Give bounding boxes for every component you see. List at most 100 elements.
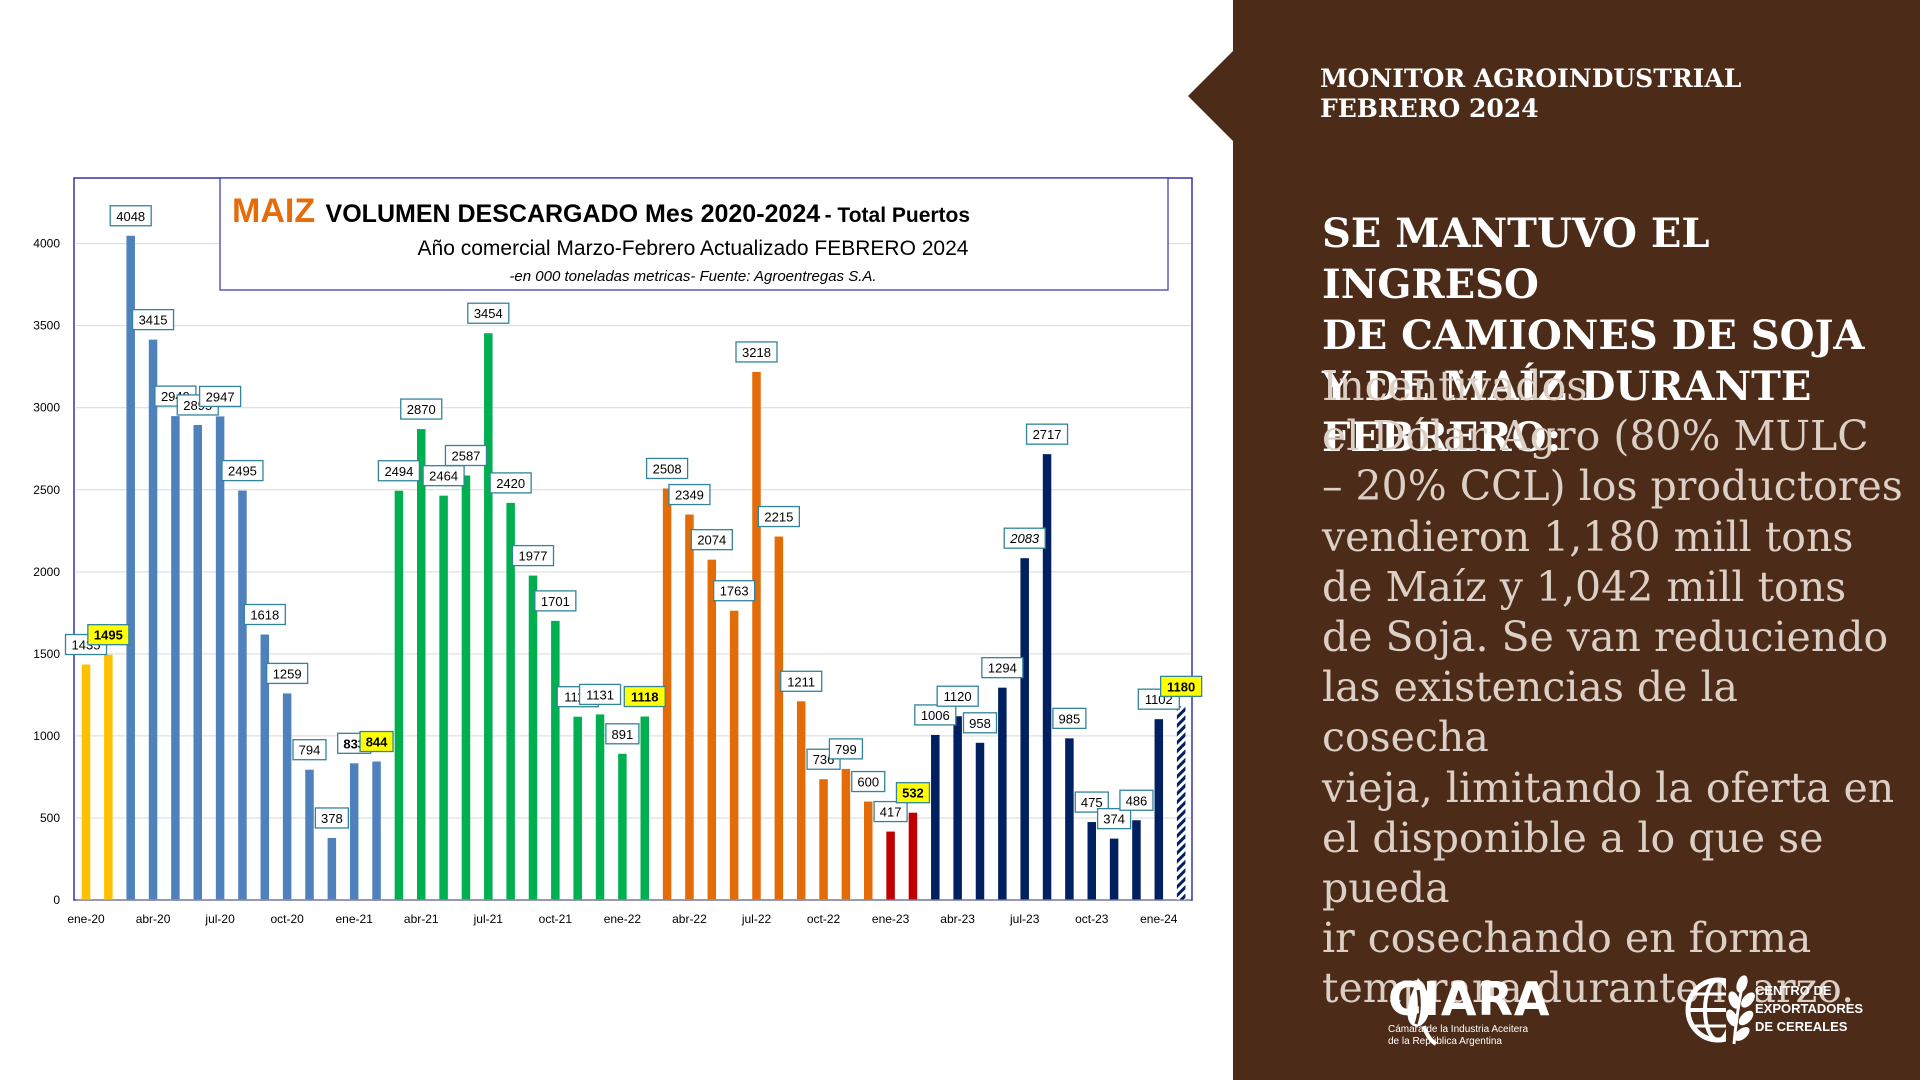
x-tick-label: ene-22 [604, 912, 642, 926]
data-label-box [690, 529, 733, 551]
data-label-box [1025, 423, 1069, 445]
data-label-box [668, 483, 711, 506]
body-text: Incentivados el Dólar Agro (80% MULC – 2… [1322, 362, 1903, 1013]
bar [394, 490, 404, 900]
data-label-box [265, 662, 309, 685]
data-label-box [645, 457, 689, 480]
bar [171, 416, 180, 900]
data-label: 2420 [496, 476, 525, 491]
data-label-box [198, 385, 242, 408]
chart-note: -en 000 toneladas metricas- Fuente: Agro… [509, 268, 876, 285]
bar [864, 801, 873, 900]
data-label: 2494 [384, 464, 413, 479]
data-label-box [757, 505, 800, 528]
data-label-box [780, 670, 823, 692]
data-label-box [87, 624, 130, 646]
data-label-box [1096, 807, 1132, 830]
bar [685, 514, 694, 900]
data-label-box [895, 782, 931, 804]
data-label-box [467, 302, 510, 324]
data-label: 2587 [451, 448, 480, 463]
x-tick-label: oct-22 [807, 912, 841, 926]
y-tick-label: 1500 [33, 647, 60, 661]
bar [931, 734, 940, 900]
chart-title: MAIZ VOLUMEN DESCARGADO Mes 2020-2024 - … [232, 192, 970, 230]
data-label: 1006 [921, 708, 950, 723]
x-tick-label: ene-21 [336, 912, 374, 926]
monitor-header: MONITOR AGROINDUSTRIAL FEBRERO 2024 [1320, 64, 1741, 124]
x-tick-label: jul-20 [204, 912, 235, 926]
data-label: 2495 [228, 464, 257, 479]
y-tick-label: 0 [53, 893, 60, 907]
data-label: 2464 [429, 469, 458, 484]
data-label: 1495 [94, 628, 123, 643]
bar [215, 416, 225, 900]
data-label-box [873, 800, 908, 823]
bar [998, 687, 1007, 900]
bar [595, 714, 605, 900]
bars [81, 235, 1186, 901]
bar [841, 768, 851, 900]
data-label: 1131 [586, 687, 614, 702]
bar [752, 371, 761, 900]
bar [1020, 558, 1029, 900]
data-label: 600 [857, 775, 879, 790]
monitor-title: MONITOR AGROINDUSTRIAL [1320, 64, 1742, 93]
data-label-box [400, 398, 443, 420]
data-label-box [489, 472, 532, 494]
x-tick-label: abr-23 [940, 912, 975, 926]
data-label: 2349 [675, 488, 704, 503]
x-tick-label: ene-20 [67, 912, 105, 926]
data-label: 3454 [474, 306, 503, 321]
x-tick-label: abr-21 [404, 912, 439, 926]
data-label: 985 [1059, 711, 1081, 726]
data-label: 958 [969, 716, 991, 731]
bar [104, 654, 113, 900]
bar [640, 716, 649, 900]
data-label-box [735, 341, 778, 363]
data-label: 1977 [519, 549, 548, 564]
y-tick-label: 500 [40, 811, 60, 825]
x-tick-label: jul-22 [741, 912, 772, 926]
data-label: 3415 [139, 313, 168, 328]
data-label-box [981, 657, 1024, 679]
bar [953, 716, 962, 900]
bar [327, 837, 337, 900]
data-label-box [1160, 675, 1203, 698]
data-label-box [444, 444, 488, 467]
x-tick-label: jul-23 [1009, 912, 1040, 926]
panel-arrow [1188, 50, 1234, 142]
y-tick-label: 1000 [33, 729, 60, 743]
bar [886, 831, 895, 900]
data-label: 844 [366, 735, 388, 750]
bar [1065, 738, 1074, 900]
monitor-date: FEBRERO 2024 [1320, 94, 1539, 123]
data-label: 1211 [787, 674, 815, 689]
data-label: 1618 [250, 608, 279, 623]
data-label-box [314, 807, 350, 829]
bar [439, 495, 448, 900]
data-label-box [292, 739, 327, 761]
bar [506, 502, 515, 900]
y-tick-label: 3500 [33, 319, 60, 333]
data-label-box [623, 685, 666, 708]
bar [417, 429, 426, 900]
y-tick-label: 4000 [33, 237, 60, 251]
data-label-box [131, 308, 175, 331]
bar [528, 575, 538, 900]
data-label: 799 [835, 742, 857, 757]
data-label: 486 [1126, 793, 1148, 808]
ciara-subtitle: Cámara de la Industria Aceitera de la Re… [1388, 1024, 1529, 1047]
data-label: 891 [612, 727, 634, 742]
data-label: 417 [880, 805, 902, 820]
x-tick-label: oct-20 [270, 912, 304, 926]
data-label: 1763 [720, 584, 749, 599]
bar [573, 716, 582, 900]
data-label: 378 [321, 811, 343, 826]
data-label: 374 [1103, 812, 1125, 827]
x-tick-label: abr-22 [672, 912, 707, 926]
y-axis-ticks: 0 500 1000 1500 2000 2500 3000 3500 4000 [33, 237, 60, 907]
y-tick-label: 3000 [33, 401, 60, 415]
bar [908, 812, 918, 900]
